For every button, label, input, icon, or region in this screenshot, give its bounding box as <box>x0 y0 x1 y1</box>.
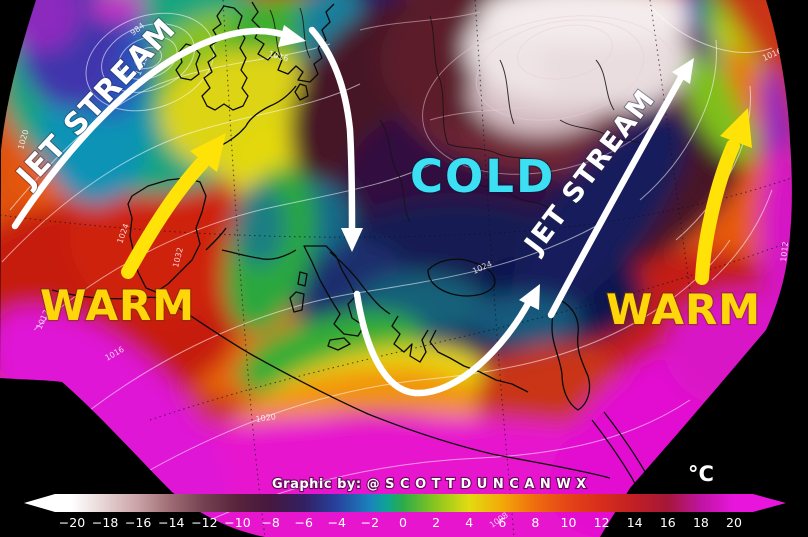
jet-stream-trough-curve <box>353 290 534 397</box>
jet-stream-descending-branch <box>308 26 356 232</box>
unit-label: °C <box>688 462 714 486</box>
colorbar-tick: 2 <box>432 515 440 530</box>
colorbar: −20 −18 −16 −14 −12 −10 −8 −6 −4 −2 0 2 4 6 8 10 12 14 16 1… <box>24 494 786 530</box>
credit-text: Graphic by: @ S C O T T D U N C A N W X <box>272 477 587 492</box>
warm-arrow-east <box>695 139 740 285</box>
jet-stream-arrowhead-trough <box>519 284 540 310</box>
colorbar-tick: −2 <box>361 515 379 530</box>
colorbar-tick: −14 <box>158 515 184 530</box>
colorbar-gradient-body <box>55 494 753 512</box>
pressure-label: 1020 <box>255 412 276 424</box>
colorbar-tick: 10 <box>561 515 577 530</box>
colorbar-tick: −8 <box>261 515 279 530</box>
colorbar-tick: 6 <box>498 515 506 530</box>
colorbar-tick: −16 <box>125 515 151 530</box>
cold-label: COLD <box>410 150 555 203</box>
colorbar-tick: 12 <box>594 515 610 530</box>
colorbar-tick: −12 <box>191 515 217 530</box>
colorbar-tick: −6 <box>294 515 312 530</box>
jet-stream-arrowhead-down <box>341 228 363 252</box>
colorbar-tick: −4 <box>328 515 346 530</box>
colorbar-tick: 20 <box>726 515 742 530</box>
colorbar-tick: 16 <box>660 515 676 530</box>
colorbar-tick: −20 <box>59 515 85 530</box>
country-borders <box>269 7 647 223</box>
jet-stream-arc-east <box>547 68 688 319</box>
colorbar-tick: −18 <box>92 515 118 530</box>
warm-advection-arrows <box>121 108 752 285</box>
warm-label-west: WARM <box>40 281 195 330</box>
colorbar-tick: 18 <box>693 515 709 530</box>
pressure-label: 1012 <box>779 241 790 262</box>
warm-arrowhead-west <box>190 133 226 172</box>
jet-stream-arc-west <box>11 27 292 230</box>
isobar-contours <box>1 5 773 521</box>
coastlines <box>51 1 663 509</box>
colorbar-tick: 8 <box>531 515 539 530</box>
colorbar-tick: 14 <box>627 515 643 530</box>
colorbar-right-arrow <box>753 494 786 512</box>
jet-stream-arrowhead-east <box>672 58 694 84</box>
colorbar-left-arrow <box>24 494 55 512</box>
colorbar-tick: −10 <box>224 515 250 530</box>
warm-arrowhead-east <box>720 108 752 148</box>
jet-stream-arrowhead-west <box>278 25 306 47</box>
jet-stream-arrows <box>11 25 694 397</box>
colorbar-tick-labels: −20 −18 −16 −14 −12 −10 −8 −6 −4 −2 0 2 4 6 8 10 12 14 16 1… <box>59 515 742 530</box>
colorbar-tick: 0 <box>399 515 407 530</box>
warm-arrow-west <box>121 156 209 279</box>
warm-label-east: WARM <box>606 285 761 334</box>
colorbar-tick: 4 <box>465 515 473 530</box>
